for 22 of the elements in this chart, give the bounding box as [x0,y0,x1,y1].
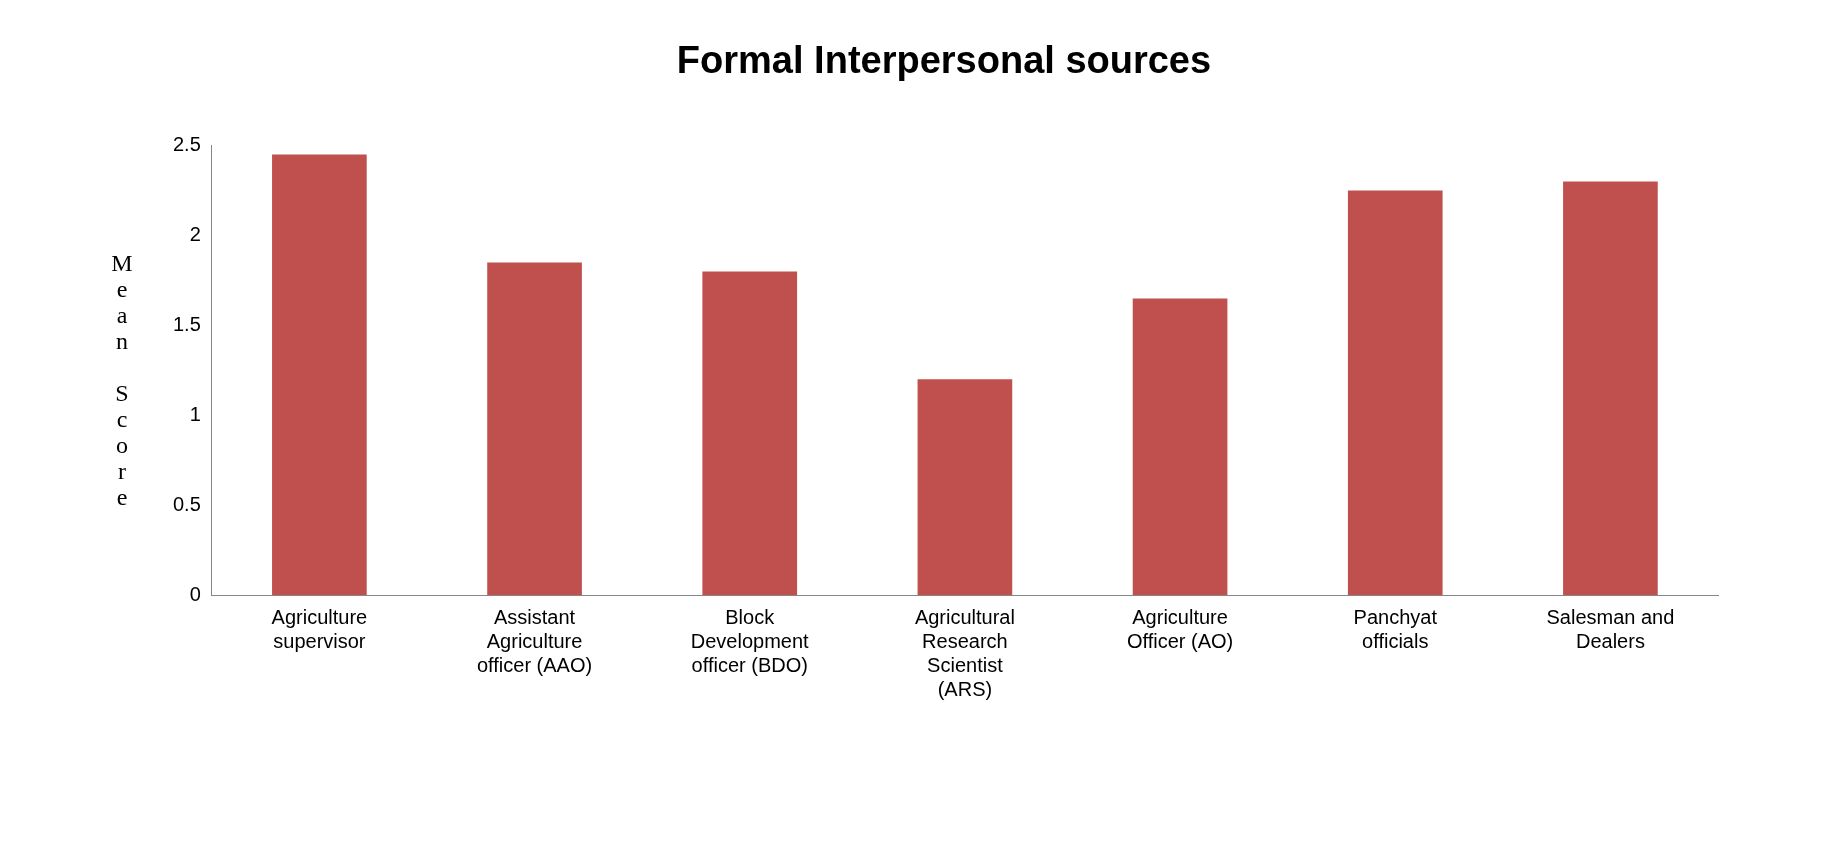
x-tick-label: Agriculture supervisor [271,605,368,652]
bar [1563,181,1658,595]
y-tick-label: 1 [189,402,201,425]
bar [272,154,367,595]
y-tick-label: 2 [189,223,201,245]
chart-title: Formal Interpersonal sources [676,39,1212,82]
y-tick-label: 0.5 [172,492,201,515]
bar [487,262,582,595]
bar [917,379,1013,595]
y-tick-label: 1.5 [172,312,201,335]
x-tick-label: Block Development officer (BDO) [690,605,810,676]
x-tick-label: Salesman and Dealers [1546,605,1675,652]
y-axis-title: Mean Score [108,250,135,510]
y-tick-label: 2.5 [172,133,201,156]
x-tick-label: Agricultural Research Scientist (ARS) [914,605,1015,700]
x-tick-label: Panchyat officials [1353,605,1438,652]
bar [702,271,798,595]
bar [1347,190,1443,595]
bar [1132,298,1228,595]
x-tick-label: Agriculture Officer (AO) [1126,605,1234,652]
x-tick-label: Assistant Agriculture officer (AAO) [476,605,593,676]
y-tick-label: 0 [189,582,201,605]
